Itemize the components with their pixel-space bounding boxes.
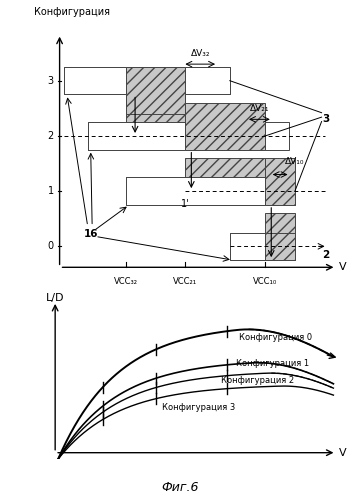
Bar — [126, 67, 186, 114]
Bar — [64, 67, 126, 94]
Bar — [265, 213, 295, 260]
Bar — [126, 177, 295, 205]
Text: V: V — [339, 262, 347, 272]
Text: 2: 2 — [322, 250, 330, 259]
Bar — [88, 122, 186, 150]
Bar — [88, 122, 251, 150]
Text: 3: 3 — [48, 76, 54, 86]
Bar — [186, 103, 265, 150]
Bar — [230, 233, 295, 260]
Bar — [230, 233, 265, 260]
Text: VCC₂₁: VCC₂₁ — [173, 276, 197, 286]
Text: ΔV₂₁: ΔV₂₁ — [250, 104, 269, 113]
Text: Конфигурация: Конфигурация — [34, 7, 110, 17]
Bar — [186, 122, 251, 150]
Text: 1: 1 — [48, 186, 54, 196]
Bar — [186, 67, 230, 94]
Bar — [126, 67, 186, 114]
Text: 3: 3 — [322, 114, 330, 124]
Bar — [88, 122, 126, 150]
Bar — [186, 158, 265, 205]
Text: 1': 1' — [181, 200, 190, 210]
Text: L/D: L/D — [46, 293, 65, 303]
Bar — [126, 177, 186, 205]
Bar — [265, 233, 295, 260]
Bar — [265, 177, 295, 205]
Text: Фиг.6: Фиг.6 — [162, 481, 199, 494]
Bar — [126, 177, 265, 205]
Text: Конфигурация 1: Конфигурация 1 — [236, 359, 309, 368]
Bar — [64, 67, 230, 94]
Text: Конфигурация 0: Конфигурация 0 — [239, 333, 312, 342]
Text: ΔV₁₀: ΔV₁₀ — [285, 157, 305, 166]
Bar — [126, 103, 186, 150]
Bar — [265, 122, 289, 150]
Text: Конфигурация 2: Конфигурация 2 — [221, 376, 294, 385]
Bar — [265, 158, 295, 205]
Text: 0: 0 — [48, 242, 54, 251]
Text: Конфигурация 3: Конфигурация 3 — [162, 404, 235, 413]
Text: VCC₁₀: VCC₁₀ — [253, 276, 278, 286]
Text: 2: 2 — [47, 131, 54, 141]
Text: V: V — [339, 448, 347, 458]
Bar — [64, 67, 126, 94]
Bar — [186, 67, 230, 94]
Text: ΔV₃₂: ΔV₃₂ — [191, 48, 210, 57]
Text: VCC₃₂: VCC₃₂ — [114, 276, 138, 286]
Text: 16: 16 — [83, 229, 98, 239]
